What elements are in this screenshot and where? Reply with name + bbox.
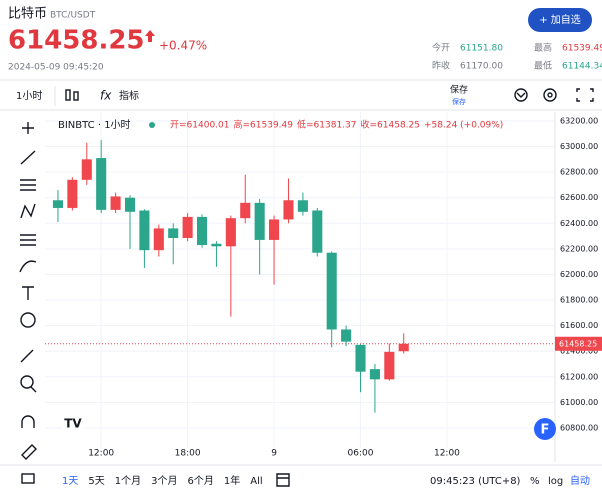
up-arrow	[145, 30, 155, 42]
range-button[interactable]: 5天	[88, 476, 104, 487]
stat-value: 61170.00	[460, 62, 503, 72]
range-button[interactable]: 3个月	[151, 475, 177, 487]
candle-body	[240, 202, 251, 219]
y-tick-label: 61600.00	[560, 321, 598, 330]
candle-body	[67, 179, 78, 208]
candle-body	[139, 210, 150, 251]
toolbar-icons[interactable]	[514, 88, 594, 102]
log[interactable]: log	[548, 476, 563, 487]
last-price-label: 61458.25	[559, 339, 597, 348]
chevron[interactable]	[516, 92, 526, 98]
legend-high: 高=61539.49	[234, 119, 294, 131]
y-tick-label: 62600.00	[560, 193, 598, 202]
footer-time: 09:45:23 (UTC+8)	[430, 476, 521, 487]
price: 61458.25	[8, 26, 145, 56]
candle-body	[153, 228, 164, 251]
candle-body	[384, 351, 395, 380]
candle-body	[96, 158, 107, 210]
range-button[interactable]: 6个月	[188, 475, 214, 487]
y-tick-label: 63200.00	[560, 116, 598, 125]
candle-body	[211, 243, 222, 247]
f-badge[interactable]	[534, 418, 556, 440]
candle-body	[81, 159, 92, 180]
x-tick-label: 12:00	[88, 449, 114, 459]
range-button[interactable]: All	[250, 476, 262, 487]
auto[interactable]: 自动	[570, 474, 590, 487]
sidebar-tools[interactable]	[19, 122, 37, 484]
candle-icon[interactable]	[65, 89, 79, 101]
add-button-label[interactable]: + 加自选	[539, 13, 581, 26]
y-tick-label: 62200.00	[560, 244, 598, 253]
candle-body	[326, 252, 337, 330]
save-sub: 保存	[452, 97, 466, 106]
y-tick-label: 62000.00	[560, 270, 598, 279]
stat-value: 61151.80	[460, 44, 503, 54]
candle-body	[355, 344, 366, 372]
legend-change: +58.24 (+0.09%)	[424, 121, 503, 131]
x-tick-label: 06:00	[348, 449, 374, 459]
stat-label: 最低	[534, 60, 552, 72]
status-dot	[149, 122, 155, 128]
candle-body	[124, 197, 136, 212]
interval[interactable]: 1小时	[16, 90, 42, 102]
calendar-icon[interactable]	[276, 473, 290, 487]
stat-value: 61144.34	[562, 62, 602, 72]
x-tick-label: 9	[271, 449, 277, 459]
candle-body	[254, 202, 265, 240]
title: 比特币	[8, 7, 47, 22]
y-tick-label: 61000.00	[560, 398, 598, 407]
y-tick-label: 62800.00	[560, 168, 598, 177]
legend-close: 收=61458.25	[361, 119, 421, 131]
candle-body	[297, 200, 308, 212]
tv-logo[interactable]	[62, 414, 84, 434]
datetime: 2024-05-09 09:45:20	[8, 63, 104, 73]
y-tick-label: 63000.00	[560, 142, 598, 151]
range-button[interactable]: 1个月	[115, 475, 141, 487]
y-tick-label: 61200.00	[560, 372, 598, 381]
candle-body	[168, 228, 179, 239]
legend-symbol: BINBTC · 1小时	[58, 119, 131, 131]
y-tick-label: 61400.00	[560, 347, 598, 356]
pair: BTC/USDT	[50, 11, 96, 21]
candle-body	[182, 216, 193, 239]
indicators[interactable]: 指标	[119, 89, 139, 102]
stat-value: 61539.49	[562, 44, 602, 54]
candle-body	[225, 218, 236, 247]
save[interactable]: 保存	[450, 84, 468, 96]
add-button[interactable]	[528, 8, 592, 32]
candle-body	[110, 196, 121, 210]
candle-body	[341, 329, 352, 342]
candle-body	[312, 210, 323, 253]
legend-low: 低=61381.37	[297, 119, 357, 131]
last-price-box	[555, 336, 602, 351]
x-tick-label: 18:00	[175, 449, 201, 459]
candle-body	[269, 219, 280, 240]
stat-label: 今开	[432, 42, 450, 54]
candle-body	[196, 216, 208, 246]
percent[interactable]: %	[530, 476, 540, 487]
f-badge-label: F	[541, 423, 550, 438]
change: +0.47%	[159, 39, 207, 53]
candle-body	[52, 200, 64, 208]
candle-body	[398, 343, 409, 352]
tv-logo-mark: TV	[64, 417, 82, 431]
y-tick-label: 60800.00	[560, 423, 598, 432]
legend-open: 开=61400.01	[170, 120, 230, 131]
candle-body	[283, 200, 294, 220]
fx-icon[interactable]: fx	[100, 89, 112, 103]
y-tick-label: 61800.00	[560, 296, 598, 305]
range-button[interactable]: 1天	[62, 476, 78, 487]
candle-body	[369, 369, 380, 380]
x-tick-label: 12:00	[434, 449, 460, 459]
y-tick-label: 62400.00	[560, 219, 598, 228]
stat-label: 最高	[534, 42, 552, 54]
range-button[interactable]: 1年	[224, 474, 240, 487]
stat-label: 昨收	[432, 60, 450, 72]
